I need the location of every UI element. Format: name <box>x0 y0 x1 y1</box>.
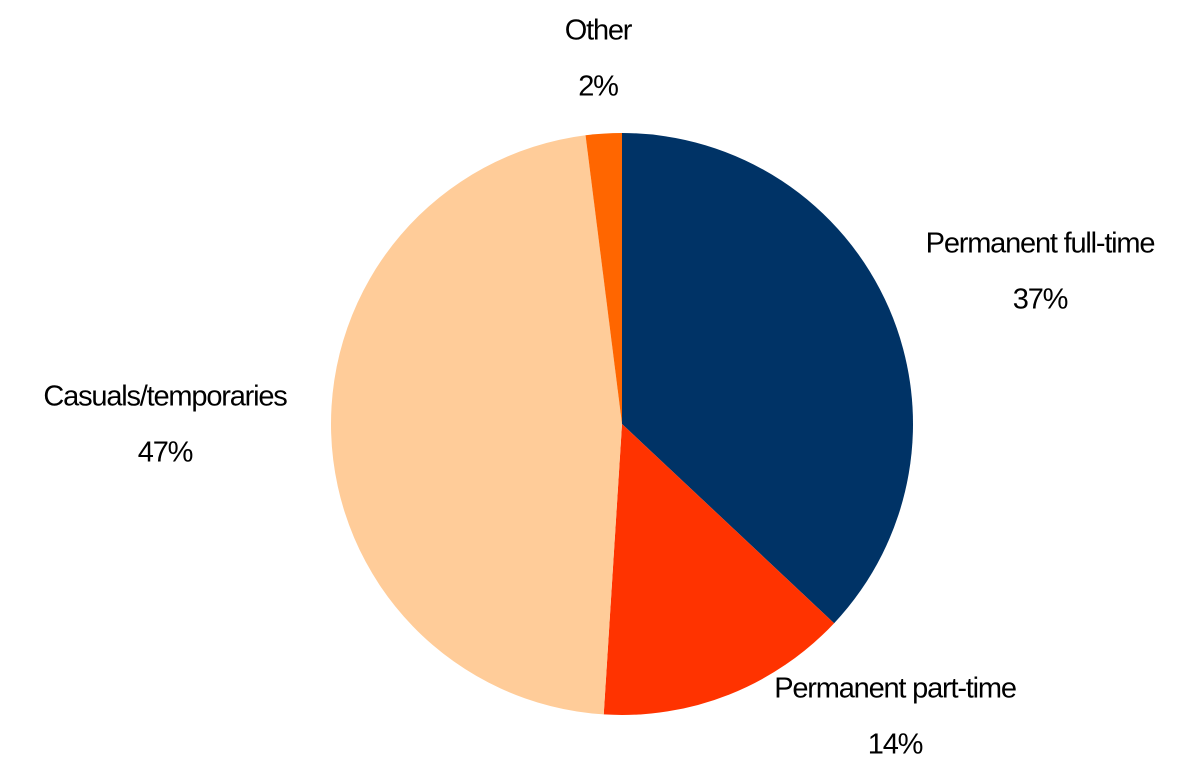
slice-label: Other <box>565 15 633 47</box>
slice-label: Permanent full-time <box>926 228 1155 260</box>
pie-slice <box>585 133 622 424</box>
slice-label: Permanent part-time <box>774 673 1016 705</box>
pie-slice <box>330 135 622 715</box>
pie-slice <box>622 133 914 624</box>
slice-value-label: 37% <box>1013 284 1068 316</box>
slice-value-label: 14% <box>868 729 923 761</box>
pie-slice <box>603 424 835 715</box>
slice-value-label: 2% <box>578 71 618 103</box>
slice-value-label: 47% <box>138 437 193 469</box>
slice-label: Casuals/temporaries <box>43 381 287 413</box>
